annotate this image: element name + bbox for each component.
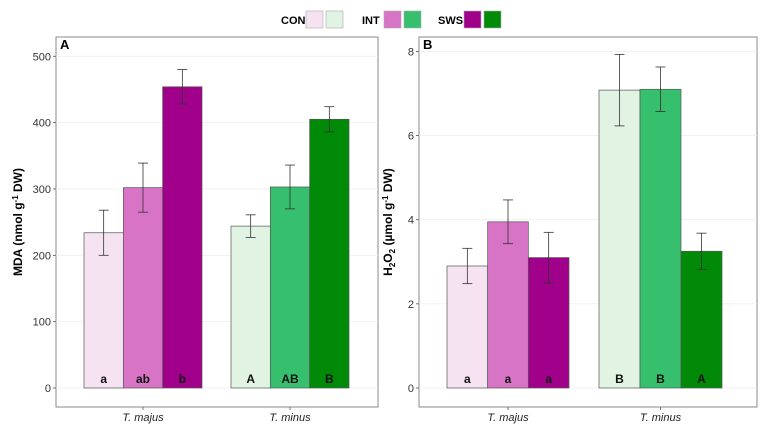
panel-a-xtick-label: T. majus [122,412,164,424]
panel-a-ytick-label: 500 [33,51,51,63]
panel-b: B H2O2 (µmol g-1 DW) 0 2 4 6 8 a a a T. majus B B A… [381,36,758,424]
sig-label-a-sws-1: B [325,372,334,386]
panel-b-ytick-label: 8 [408,46,414,58]
legend-swatch-sws-minus [483,10,502,29]
panel-a-ylabel: MDA (nmol g-1 DW) [11,168,25,276]
legend-swatch-con-majus [305,10,324,29]
sig-label-b-int-1: B [656,372,665,386]
panel-b-xtick-label: T. minus [640,412,682,424]
legend-swatch-int-minus [403,10,422,29]
sig-label-b-con-1: B [615,372,624,386]
panel-a-ytick-label: 400 [33,118,51,130]
legend-label-con: CON [281,15,306,27]
bar-a-con-0 [83,232,124,389]
panel-b-label: B [423,37,432,52]
panel-b-ytick-label: 2 [408,299,414,311]
panel-a-ytick-label: 100 [33,317,51,329]
bar-a-int-1 [269,186,311,389]
bar-b-con-1 [598,89,641,389]
bar-a-con-1 [230,225,271,389]
legend-label-int: INT [362,15,380,27]
bar-a-sws-0 [162,86,203,389]
panel-a-frame [55,36,379,408]
panel-a: A MDA (nmol g-1 DW) 0 100 200 300 400 500 a ab b… [11,36,379,424]
legend-swatch-int-majus [383,10,402,29]
sig-label-a-con-1: A [246,372,255,386]
legend-label-sws: SWS [438,15,463,27]
sig-label-b-int-0: a [505,372,512,386]
bar-b-sws-1 [680,250,723,389]
bar-a-int-0 [122,187,164,389]
sig-label-a-sws-0: b [179,372,186,386]
panel-b-ytick-label: 0 [408,383,414,395]
bar-b-int-0 [487,221,529,389]
panel-b-ytick-label: 4 [408,215,414,227]
panel-a-label: A [60,37,70,52]
bar-b-int-1 [639,88,682,389]
panel-b-ytick-label: 6 [408,131,414,143]
sig-label-a-int-1: AB [281,372,299,386]
panel-a-ytick-label: 0 [45,383,51,395]
legend-swatch-sws-majus [463,10,482,29]
panel-b-ylabel: H2O2 (µmol g-1 DW) [381,168,397,276]
sig-label-a-con-0: a [100,372,107,386]
sig-label-b-con-0: a [464,372,471,386]
panel-a-ytick-label: 300 [33,184,51,196]
legend-swatch-con-minus [325,10,344,29]
bar-a-sws-1 [309,118,350,389]
legend: CON INT SWS [281,10,502,29]
sig-label-b-sws-0: a [545,372,552,386]
panel-a-xtick-label: T. minus [269,412,311,424]
sig-label-a-int-0: ab [136,372,150,386]
bar-b-con-0 [446,265,489,389]
panel-a-ytick-label: 200 [33,250,51,262]
panel-b-xtick-label: T. majus [487,412,529,424]
sig-label-b-sws-1: A [697,372,706,386]
panel-b-frame [418,36,758,408]
